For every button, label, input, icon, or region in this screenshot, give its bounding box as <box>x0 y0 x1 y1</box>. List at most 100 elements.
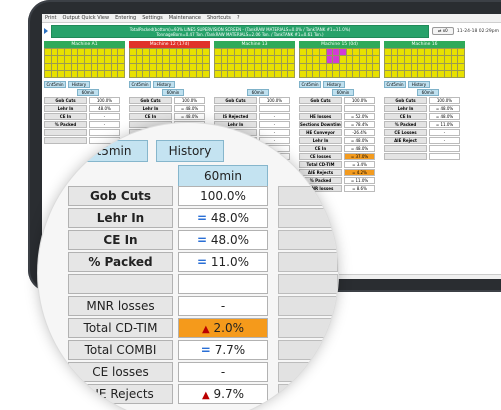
section-cell[interactable] <box>196 63 203 70</box>
section-cell[interactable] <box>339 56 346 63</box>
section-cell[interactable] <box>424 63 431 70</box>
section-cell[interactable] <box>91 63 98 70</box>
section-cell[interactable] <box>156 63 163 70</box>
section-cell[interactable] <box>71 70 78 77</box>
section-cell[interactable] <box>143 49 149 56</box>
section-cell[interactable] <box>58 56 64 63</box>
section-cell[interactable] <box>339 63 346 70</box>
section-cell[interactable] <box>136 49 143 56</box>
section-cell[interactable] <box>221 56 228 63</box>
section-cell[interactable] <box>391 49 398 56</box>
cnt5min-button[interactable]: Cnt5min <box>64 140 148 162</box>
section-cell[interactable] <box>326 63 333 70</box>
section-cell[interactable] <box>373 49 379 56</box>
section-cell[interactable] <box>353 63 359 70</box>
section-cell[interactable] <box>451 63 458 70</box>
section-cell[interactable] <box>91 70 98 77</box>
stat-label[interactable] <box>384 145 427 152</box>
section-cell[interactable] <box>183 63 189 70</box>
section-cell[interactable] <box>91 49 98 56</box>
cnt5min-button[interactable]: Cnt5min <box>299 81 321 88</box>
stat-label[interactable]: CE Losses <box>384 129 427 136</box>
section-cell[interactable] <box>98 49 104 56</box>
section-cell[interactable] <box>411 63 418 70</box>
section-cell[interactable] <box>268 56 274 63</box>
section-cell[interactable] <box>183 56 189 63</box>
section-cell[interactable] <box>313 63 319 70</box>
section-cell[interactable] <box>333 70 339 77</box>
section-cell[interactable] <box>248 49 254 56</box>
section-cell[interactable] <box>458 63 464 70</box>
section-cell[interactable] <box>58 49 64 56</box>
section-cell[interactable] <box>64 49 71 56</box>
section-cell[interactable] <box>254 63 261 70</box>
section-cell[interactable] <box>438 49 444 56</box>
section-cell[interactable] <box>451 56 458 63</box>
section-cell[interactable] <box>391 63 398 70</box>
section-cell[interactable] <box>84 49 91 56</box>
section-cell[interactable] <box>373 63 379 70</box>
section-cell[interactable] <box>404 63 411 70</box>
section-cell[interactable] <box>385 56 391 63</box>
section-cell[interactable] <box>169 63 176 70</box>
section-cell[interactable] <box>418 63 424 70</box>
section-cell[interactable] <box>268 70 274 77</box>
section-cell[interactable] <box>241 56 248 63</box>
section-cell[interactable] <box>319 49 326 56</box>
section-cell[interactable] <box>104 56 111 63</box>
section-cell[interactable] <box>268 63 274 70</box>
menu-item[interactable]: Print <box>45 15 57 21</box>
section-cell[interactable] <box>424 56 431 63</box>
section-cell[interactable] <box>228 49 234 56</box>
section-cell[interactable] <box>156 56 163 63</box>
section-cell[interactable] <box>288 63 294 70</box>
section-cell[interactable] <box>221 49 228 56</box>
section-cell[interactable] <box>98 70 104 77</box>
section-cell[interactable] <box>248 56 254 63</box>
section-cell[interactable] <box>261 56 268 63</box>
section-cell[interactable] <box>176 56 183 63</box>
section-cell[interactable] <box>274 49 281 56</box>
section-cell[interactable] <box>163 56 169 63</box>
section-cell[interactable] <box>130 56 136 63</box>
stat-label[interactable]: AIE Reject <box>384 137 427 144</box>
section-cell[interactable] <box>281 70 288 77</box>
zoom-stat-label[interactable]: % Packed <box>68 252 173 272</box>
section-cell[interactable] <box>156 49 163 56</box>
section-cell[interactable] <box>149 49 156 56</box>
history-button[interactable]: History <box>156 140 224 162</box>
section-cell[interactable] <box>411 56 418 63</box>
section-cell[interactable] <box>45 63 51 70</box>
section-cell[interactable] <box>373 70 379 77</box>
zoom-stat-label[interactable]: MNR losses <box>68 296 173 316</box>
machine-header[interactable]: Machine 16 <box>384 41 465 48</box>
section-cell[interactable] <box>366 70 373 77</box>
section-cell[interactable] <box>78 63 84 70</box>
section-cell[interactable] <box>288 56 294 63</box>
section-cell[interactable] <box>196 56 203 63</box>
section-cell[interactable] <box>438 70 444 77</box>
status-pill[interactable]: ⇄ x0 <box>431 27 454 35</box>
section-cell[interactable] <box>104 49 111 56</box>
section-cell[interactable] <box>451 49 458 56</box>
section-cell[interactable] <box>254 70 261 77</box>
section-cell[interactable] <box>281 63 288 70</box>
section-cell[interactable] <box>203 63 209 70</box>
section-cell[interactable] <box>71 56 78 63</box>
section-cell[interactable] <box>353 56 359 63</box>
section-cell[interactable] <box>359 63 366 70</box>
section-cell[interactable] <box>274 56 281 63</box>
machine-header[interactable]: Machine 12 (17d) <box>129 41 210 48</box>
machine-header[interactable]: Machine 15 (0d) <box>299 41 380 48</box>
section-cell[interactable] <box>306 49 313 56</box>
section-cell[interactable] <box>163 70 169 77</box>
section-cell[interactable] <box>143 63 149 70</box>
stat-label[interactable]: Lehr In <box>299 137 342 144</box>
section-cell[interactable] <box>111 70 118 77</box>
section-cell[interactable] <box>104 63 111 70</box>
section-cell[interactable] <box>64 70 71 77</box>
section-cell[interactable] <box>228 70 234 77</box>
history-button[interactable]: History <box>68 81 90 88</box>
section-cell[interactable] <box>319 63 326 70</box>
section-cell[interactable] <box>98 56 104 63</box>
